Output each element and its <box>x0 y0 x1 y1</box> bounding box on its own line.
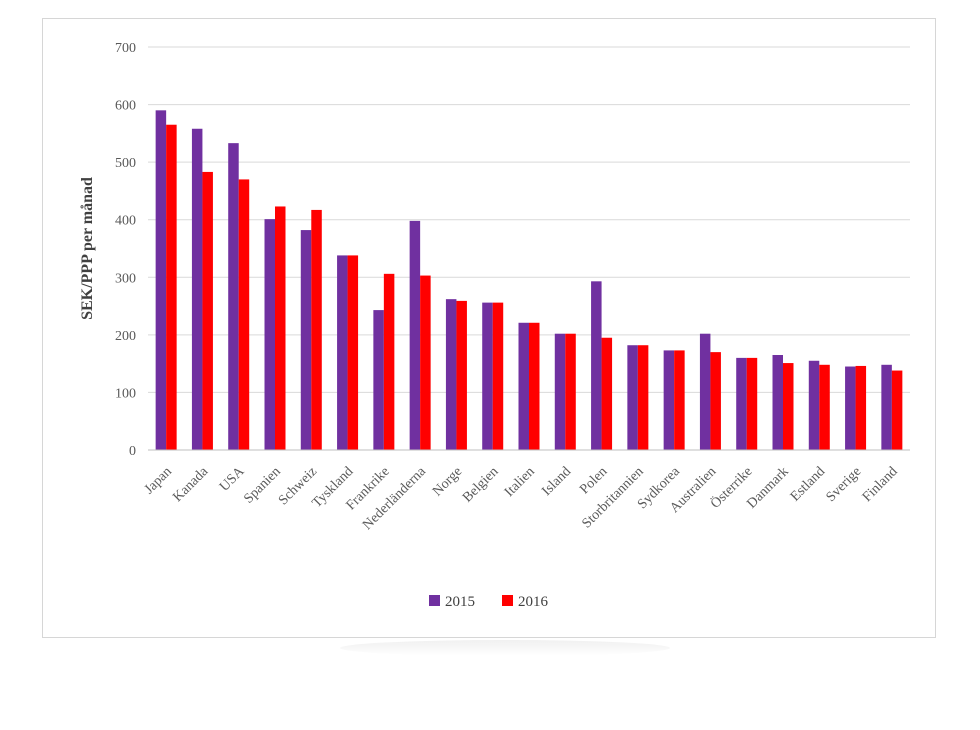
frame-shadow <box>340 640 670 656</box>
bar-2015 <box>627 345 638 450</box>
bar-2015 <box>445 299 457 450</box>
bar-2015 <box>591 281 602 450</box>
bar-2016 <box>565 333 576 450</box>
bar-2015 <box>881 364 892 450</box>
bar-2015 <box>663 350 675 450</box>
legend-swatch-2015 <box>429 595 440 606</box>
x-tick-label: Finland <box>860 464 901 505</box>
bar-2016 <box>347 255 359 450</box>
bar-2015 <box>845 366 856 450</box>
x-tick-label: Sverige <box>824 464 865 505</box>
legend-label-2016: 2016 <box>518 594 549 610</box>
y-tick-label: 400 <box>115 214 136 229</box>
bar-2016 <box>420 275 431 450</box>
bar-2016 <box>238 179 250 450</box>
bar-2015 <box>228 143 239 450</box>
x-tick-label: Italien <box>502 464 538 500</box>
bar-2016 <box>456 300 467 450</box>
bar-2015 <box>736 357 747 450</box>
bar-2016 <box>710 352 721 450</box>
bar-2016 <box>783 363 794 450</box>
bar-2015 <box>772 355 783 450</box>
bar-2015 <box>191 128 203 450</box>
bar-2015 <box>155 110 167 450</box>
bar-2016 <box>492 302 504 450</box>
bar-2016 <box>637 345 649 450</box>
bar-2015 <box>554 333 566 450</box>
bar-2016 <box>746 357 758 450</box>
x-tick-label: Japan <box>142 464 175 497</box>
y-tick-label: 100 <box>115 386 136 401</box>
legend: 2015 2016 <box>429 594 549 610</box>
bar-2016 <box>166 124 177 450</box>
y-tick-label: 600 <box>115 99 136 114</box>
x-tick-label: USA <box>217 464 248 495</box>
bar-2015 <box>518 322 529 450</box>
x-tick-label: Island <box>539 464 574 499</box>
bar-2016 <box>601 337 613 450</box>
y-tick-label: 300 <box>115 271 136 286</box>
bar-2016 <box>202 171 213 450</box>
bar-2015 <box>300 230 312 450</box>
bar-2016 <box>529 322 540 450</box>
x-tick-label: Polen <box>577 464 610 497</box>
bar-2016 <box>275 206 286 450</box>
x-tick-label: Estland <box>788 464 828 504</box>
bar-2015 <box>482 302 493 450</box>
x-tick-label: Nederländerna <box>360 464 429 533</box>
bar-2016 <box>819 364 830 450</box>
bar-2015 <box>699 333 711 450</box>
bar-2015 <box>409 220 421 450</box>
y-axis-label: SEK/PPP per månad <box>79 177 96 320</box>
bar-2015 <box>264 219 275 450</box>
legend-swatch-2016 <box>502 595 513 606</box>
y-tick-label: 500 <box>115 156 136 171</box>
bar-2016 <box>891 370 903 450</box>
bar-2015 <box>337 255 348 450</box>
y-tick-label: 700 <box>115 41 136 56</box>
x-tick-label: Belgien <box>460 464 501 505</box>
legend-label-2015: 2015 <box>445 594 475 610</box>
bar-2015 <box>808 360 820 450</box>
bars <box>155 110 903 450</box>
bar-2016 <box>311 209 322 450</box>
y-tick-label: 0 <box>129 444 136 459</box>
bar-2016 <box>855 365 867 450</box>
x-tick-label: Kanada <box>170 464 211 505</box>
bar-2016 <box>674 350 685 450</box>
bar-2015 <box>373 310 384 450</box>
bar-2016 <box>383 273 395 450</box>
y-tick-labels: 0 100 200 300 400 500 600 700 <box>115 41 136 459</box>
y-tick-label: 200 <box>115 329 136 344</box>
